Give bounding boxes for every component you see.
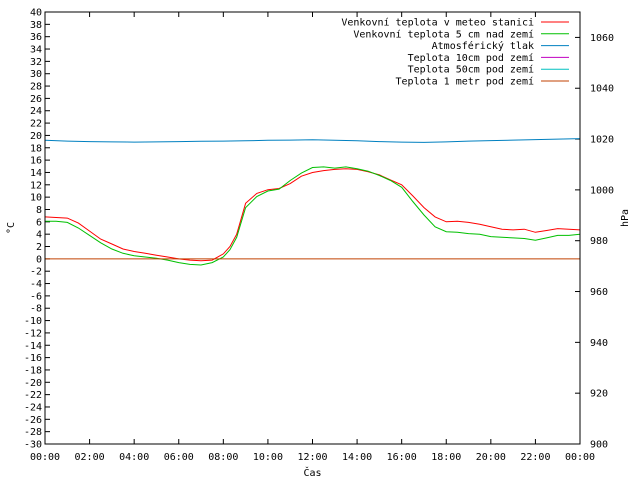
left-tick-label: 18	[30, 143, 42, 154]
left-tick-label: 36	[30, 32, 42, 43]
bottom-tick-label: 00:00	[565, 452, 595, 463]
left-tick-label: 10	[30, 193, 42, 204]
bottom-tick-label: 00:00	[30, 452, 60, 463]
bottom-tick-label: 06:00	[164, 452, 194, 463]
bottom-tick-label: 16:00	[387, 452, 417, 463]
bottom-tick-label: 10:00	[253, 452, 283, 463]
left-tick-label: -2	[30, 267, 42, 278]
left-tick-label: 26	[30, 94, 42, 105]
bottom-tick-label: 22:00	[520, 452, 550, 463]
left-tick-label: -20	[24, 378, 42, 389]
left-tick-label: -28	[24, 427, 42, 438]
left-tick-label: 32	[30, 57, 42, 68]
left-tick-label: 0	[36, 254, 42, 265]
right-axis-ticks: 900 920 940 960 980 1000 1020 1040 1060	[575, 33, 614, 451]
legend-label: Teplota 50cm pod zemí	[408, 64, 534, 76]
right-tick-label: 980	[590, 236, 608, 247]
left-tick-label: -18	[24, 365, 42, 376]
right-tick-label: 960	[590, 287, 608, 298]
series-line	[44, 168, 581, 262]
bottom-tick-label: 18:00	[431, 452, 461, 463]
left-tick-label: 12	[30, 180, 42, 191]
bottom-tick-label: 02:00	[75, 452, 105, 463]
legend-label: Venkovní teplota v meteo stanici	[341, 17, 534, 29]
left-tick-label: 24	[30, 106, 42, 117]
left-tick-label: -4	[30, 279, 42, 290]
left-tick-label: 40	[30, 8, 42, 19]
left-tick-label: 14	[30, 168, 42, 179]
right-tick-label: 900	[590, 440, 608, 451]
bottom-tick-label: 08:00	[208, 452, 238, 463]
legend-label: Teplota 10cm pod zemí	[408, 52, 534, 64]
y-axis-label-right: hPa	[620, 209, 631, 227]
left-tick-label: 30	[30, 69, 42, 80]
left-tick-label: 4	[36, 230, 42, 241]
left-tick-label: 22	[30, 119, 42, 130]
left-tick-label: -30	[24, 440, 42, 451]
left-tick-label: -24	[24, 402, 42, 413]
right-tick-label: 920	[590, 389, 608, 400]
left-tick-label: -22	[24, 390, 42, 401]
bottom-tick-label: 12:00	[297, 452, 327, 463]
legend-label: Teplota 1 metr pod zemí	[396, 76, 534, 88]
left-tick-label: 8	[36, 205, 42, 216]
left-tick-label: 20	[30, 131, 42, 142]
series-line	[45, 166, 581, 266]
right-tick-label: 1000	[590, 185, 614, 196]
left-tick-label: 38	[30, 20, 42, 31]
right-tick-label: 1040	[590, 84, 614, 95]
left-tick-label: 6	[36, 217, 42, 228]
legend-label: Atmosférický tlak	[432, 40, 534, 52]
left-tick-label: -6	[30, 291, 42, 302]
left-tick-label: -16	[24, 353, 42, 364]
left-tick-label: 28	[30, 82, 42, 93]
bottom-tick-label: 14:00	[342, 452, 372, 463]
left-tick-label: -10	[24, 316, 42, 327]
series-line	[44, 138, 581, 143]
right-tick-label: 1020	[590, 135, 614, 146]
plot-border	[44, 11, 581, 445]
bottom-tick-label: 20:00	[476, 452, 506, 463]
left-tick-label: 34	[30, 45, 42, 56]
y-axis-label-left: °C	[6, 222, 17, 234]
legend-label: Venkovní teplota 5 cm nad zemí	[353, 28, 534, 40]
series-layer	[44, 138, 581, 266]
right-tick-label: 940	[590, 338, 608, 349]
legend: Venkovní teplota v meteo staniciVenkovní…	[341, 17, 569, 88]
x-axis-label: Čas	[303, 466, 321, 479]
bottom-axis-ticks: 00:00 02:00 04:00 06:00 08:00 10:00 12:00 14:00…	[30, 12, 595, 463]
left-tick-label: -12	[24, 328, 42, 339]
bottom-tick-label: 04:00	[119, 452, 149, 463]
left-tick-label: 16	[30, 156, 42, 167]
left-tick-label: 2	[36, 242, 42, 253]
left-axis-ticks: -30-28-26-24-22-20-18-16-14-12-10-8-6-4-…	[24, 8, 50, 451]
left-tick-label: -8	[30, 304, 42, 315]
left-tick-label: -26	[24, 415, 42, 426]
right-tick-label: 1060	[590, 33, 614, 44]
left-tick-label: -14	[24, 341, 42, 352]
